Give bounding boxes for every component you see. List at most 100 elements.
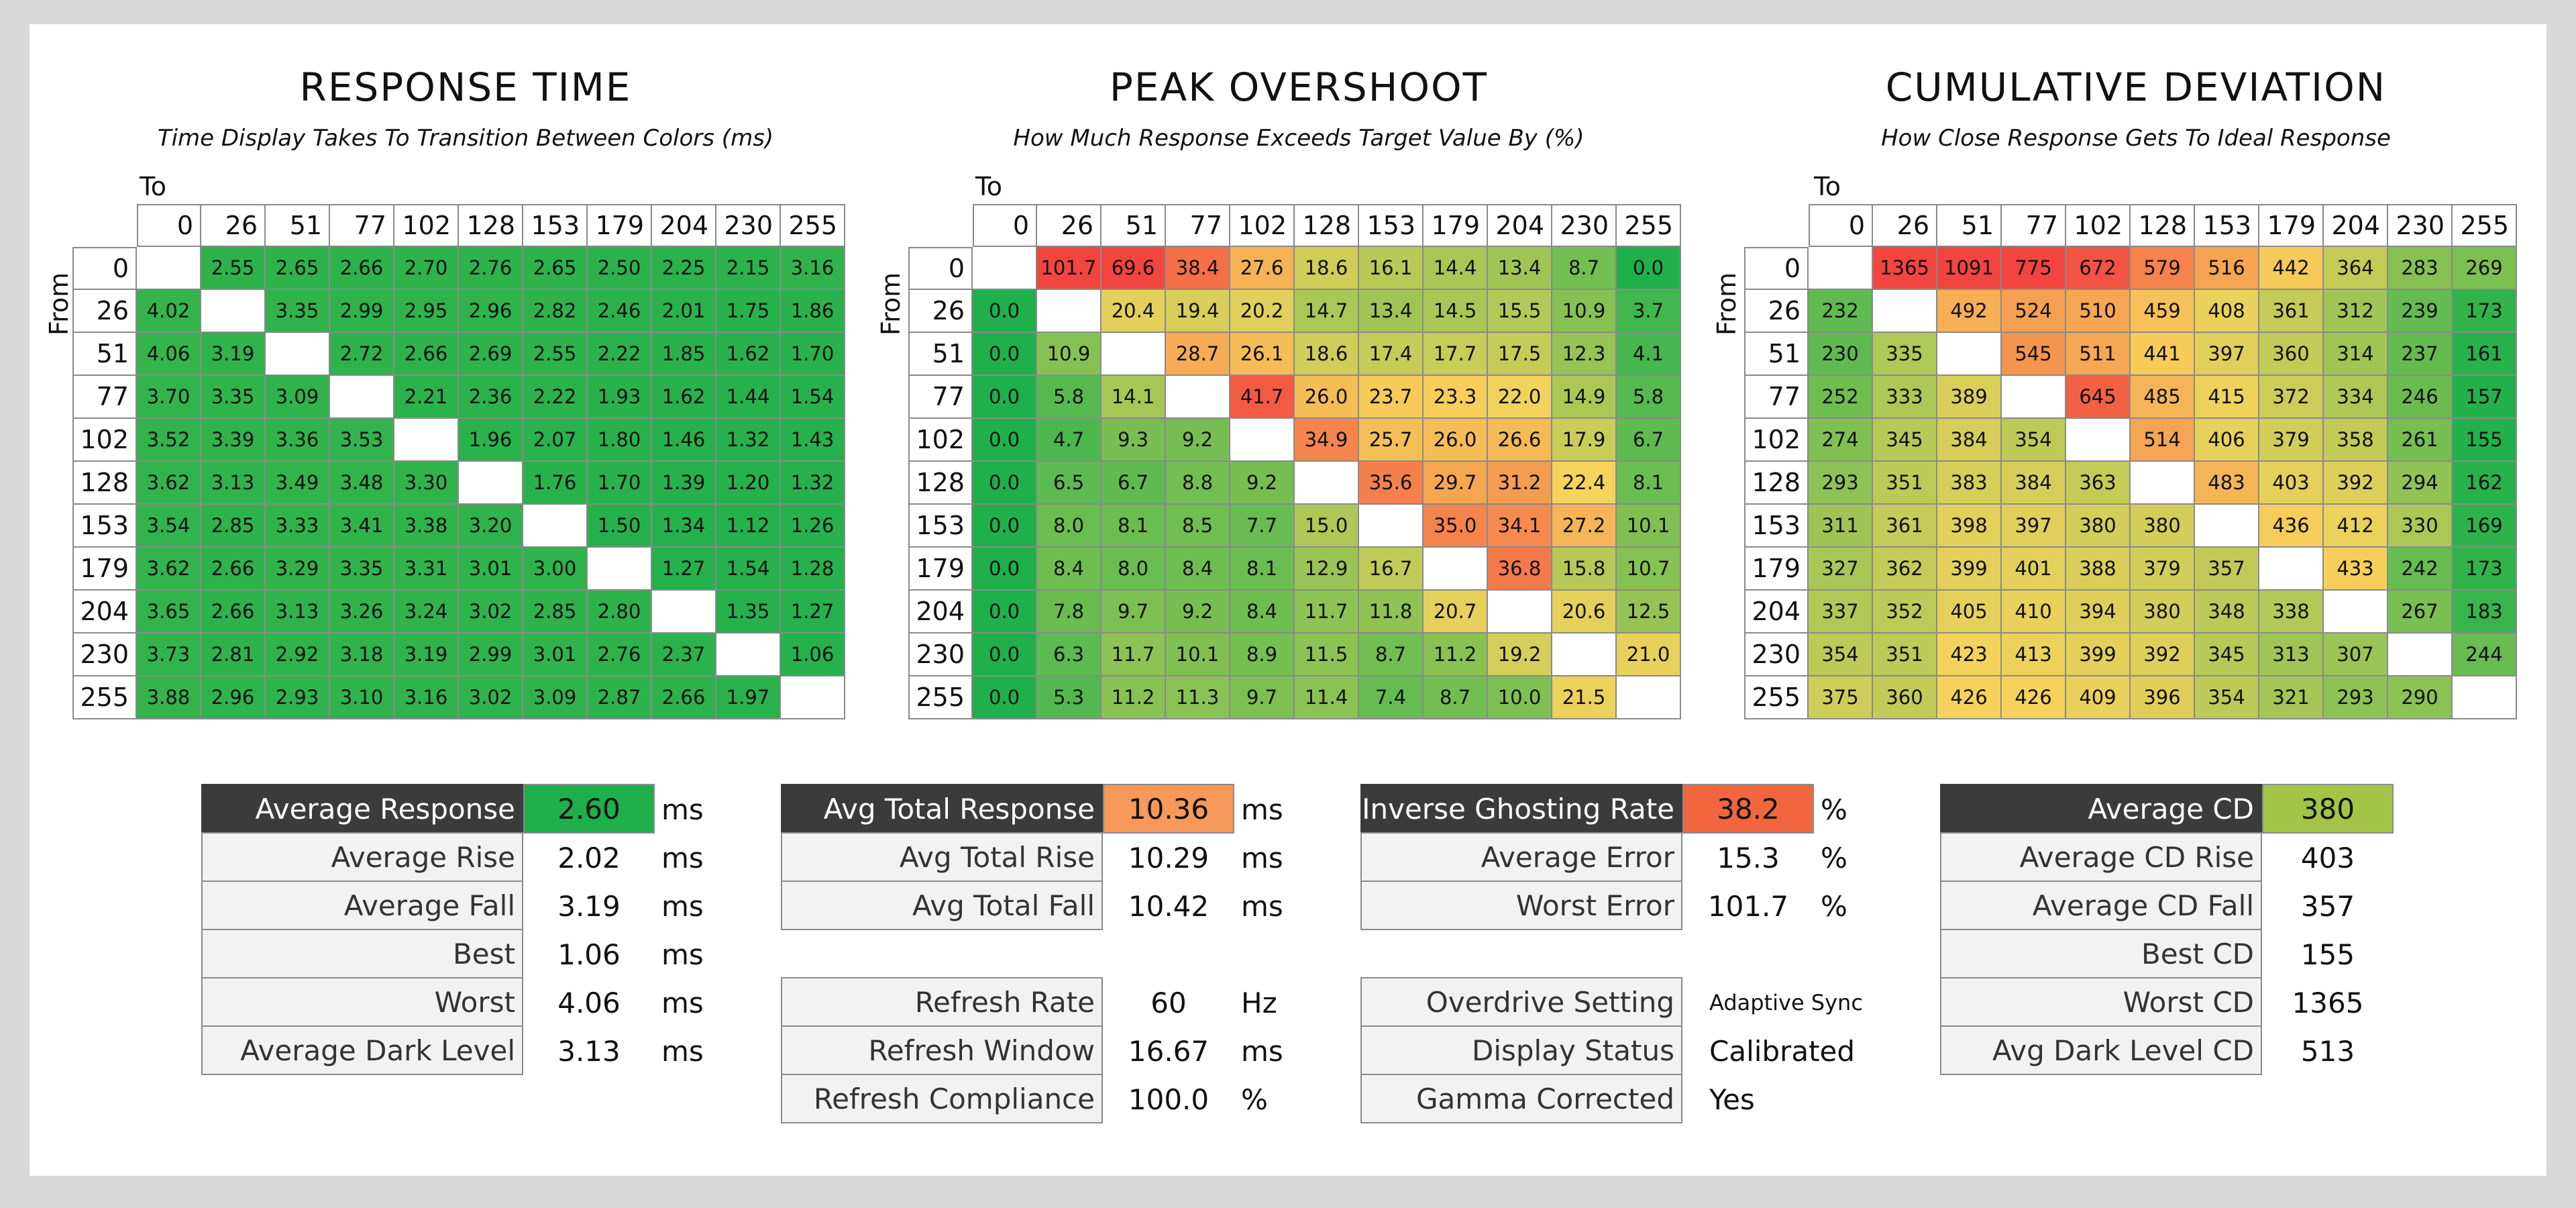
stat-label: Worst CD xyxy=(1940,977,2262,1027)
heatmap-cell: 11.3 xyxy=(1166,676,1230,719)
stat-value: 10.42 xyxy=(1128,889,1210,923)
stat-row: Average Response 2.60 ms xyxy=(201,784,722,834)
heatmap-cumulative-deviation: 0 26 51 77 102 128 153 179 204 230 255 0 1365 1091 775… xyxy=(1744,204,2517,719)
heatmap-cell: 3.16 xyxy=(781,247,845,290)
stat-label: Average Rise xyxy=(201,832,523,882)
heatmap-cell: 1.97 xyxy=(716,676,781,719)
heatmap-cell: 8.1 xyxy=(1102,505,1166,548)
heatmap-cell: 360 xyxy=(2259,333,2324,376)
row-header: 77 xyxy=(1744,376,1809,419)
row-header: 179 xyxy=(908,548,973,591)
heatmap-cell: 27.6 xyxy=(1230,247,1295,290)
heatmap-cell-empty xyxy=(1424,548,1488,591)
heatmap-cell: 22.0 xyxy=(1488,376,1552,419)
column-header: 230 xyxy=(2388,204,2453,247)
heatmap-cell: 354 xyxy=(2195,676,2259,719)
heatmap-cell: 2.66 xyxy=(394,333,459,376)
heatmap-cell: 361 xyxy=(1873,505,1937,548)
stat-value: 3.19 xyxy=(557,889,621,923)
heatmap-cell: 2.66 xyxy=(201,548,266,591)
stat-value: 380 xyxy=(2262,784,2394,834)
heatmap-cell: 13.4 xyxy=(1359,290,1424,333)
heatmap-cell: 333 xyxy=(1873,376,1937,419)
heatmap-cell: 8.7 xyxy=(1359,634,1424,676)
heatmap-cell: 101.7 xyxy=(1037,247,1102,290)
heatmap-cell: 1.54 xyxy=(716,548,781,591)
heatmap-cell: 362 xyxy=(1873,548,1937,591)
heatmap-corner xyxy=(72,204,137,247)
heatmap-cell: 3.16 xyxy=(394,676,459,719)
heatmap-cell: 26.0 xyxy=(1424,419,1488,462)
heatmap-cell: 2.65 xyxy=(266,247,330,290)
heatmap-cell: 6.7 xyxy=(1102,462,1166,505)
heatmap-cell: 403 xyxy=(2259,462,2324,505)
heatmap-cell-empty xyxy=(523,505,588,548)
heatmap-cell: 3.65 xyxy=(137,591,201,634)
row-header: 153 xyxy=(1744,505,1809,548)
heatmap-cell: 2.21 xyxy=(394,376,459,419)
heatmap-cell: 1.50 xyxy=(588,505,652,548)
heatmap-cell: 380 xyxy=(2131,505,2195,548)
chart-title-peak-overshoot: PEAK OVERSHOOT xyxy=(1109,64,1489,110)
heatmap-cell: 183 xyxy=(2453,591,2517,634)
stat-row: Average CD Fall 357 xyxy=(1940,880,2394,930)
stat-value: Yes xyxy=(1709,1083,1755,1116)
heatmap-cell: 0.0 xyxy=(973,333,1037,376)
row-header: 230 xyxy=(1744,634,1809,676)
heatmap-cell: 1.93 xyxy=(588,376,652,419)
stat-row: Average Error 15.3% xyxy=(1360,832,1881,882)
heatmap-cell: 9.7 xyxy=(1230,676,1295,719)
row-header: 26 xyxy=(72,290,137,333)
heatmap-cell: 17.7 xyxy=(1424,333,1488,376)
heatmap-cell: 1.26 xyxy=(781,505,845,548)
stat-label: Best xyxy=(201,929,523,978)
heatmap-cell: 645 xyxy=(2066,376,2131,419)
heatmap-cell: 3.13 xyxy=(266,591,330,634)
heatmap-cell: 2.93 xyxy=(266,676,330,719)
column-header: 230 xyxy=(716,204,781,247)
stat-value: 1.06 xyxy=(557,938,621,971)
heatmap-cell: 405 xyxy=(1937,591,2002,634)
heatmap-cell: 13.4 xyxy=(1488,247,1552,290)
heatmap-cell-empty xyxy=(2066,419,2131,462)
heatmap-cell: 293 xyxy=(1809,462,1873,505)
heatmap-cell: 21.5 xyxy=(1552,676,1617,719)
heatmap-cell: 1.34 xyxy=(652,505,716,548)
heatmap-cell: 4.06 xyxy=(137,333,201,376)
stat-unit: % xyxy=(1241,1083,1268,1116)
stat-label: Average Fall xyxy=(201,880,523,930)
heatmap-corner xyxy=(1744,204,1809,247)
heatmap-cell: 1.54 xyxy=(781,376,845,419)
heatmap-cell: 483 xyxy=(2195,462,2259,505)
heatmap-cell: 237 xyxy=(2388,333,2453,376)
column-header: 153 xyxy=(523,204,588,247)
heatmap-cell-empty xyxy=(716,634,781,676)
heatmap-cell: 2.87 xyxy=(588,676,652,719)
stat-value: 101.7 xyxy=(1707,889,1789,923)
heatmap-cell: 3.35 xyxy=(266,290,330,333)
row-header: 102 xyxy=(1744,419,1809,462)
heatmap-cell: 380 xyxy=(2131,591,2195,634)
column-header: 128 xyxy=(2131,204,2195,247)
row-header: 230 xyxy=(72,634,137,676)
heatmap-cell: 38.4 xyxy=(1166,247,1230,290)
heatmap-cell: 426 xyxy=(1937,676,2002,719)
stat-label: Inverse Ghosting Rate xyxy=(1360,784,1682,834)
heatmap-cell: 3.24 xyxy=(394,591,459,634)
heatmap-cell: 0.0 xyxy=(973,462,1037,505)
row-header: 51 xyxy=(908,333,973,376)
column-header: 102 xyxy=(1230,204,1295,247)
heatmap-cell: 12.5 xyxy=(1617,591,1681,634)
row-header: 204 xyxy=(1744,591,1809,634)
heatmap-cell: 335 xyxy=(1873,333,1937,376)
heatmap-cell: 327 xyxy=(1809,548,1873,591)
heatmap-cell: 2.85 xyxy=(201,505,266,548)
heatmap-cell: 8.7 xyxy=(1424,676,1488,719)
stat-label: Average CD Fall xyxy=(1940,880,2262,930)
stat-label: Refresh Compliance xyxy=(781,1074,1103,1123)
heatmap-cell: 2.96 xyxy=(201,676,266,719)
stat-row: Worst CD 1365 xyxy=(1940,977,2394,1027)
heatmap-cell: 230 xyxy=(1809,333,1873,376)
heatmap-cell: 313 xyxy=(2259,634,2324,676)
stat-value: 38.2 xyxy=(1682,784,1814,834)
